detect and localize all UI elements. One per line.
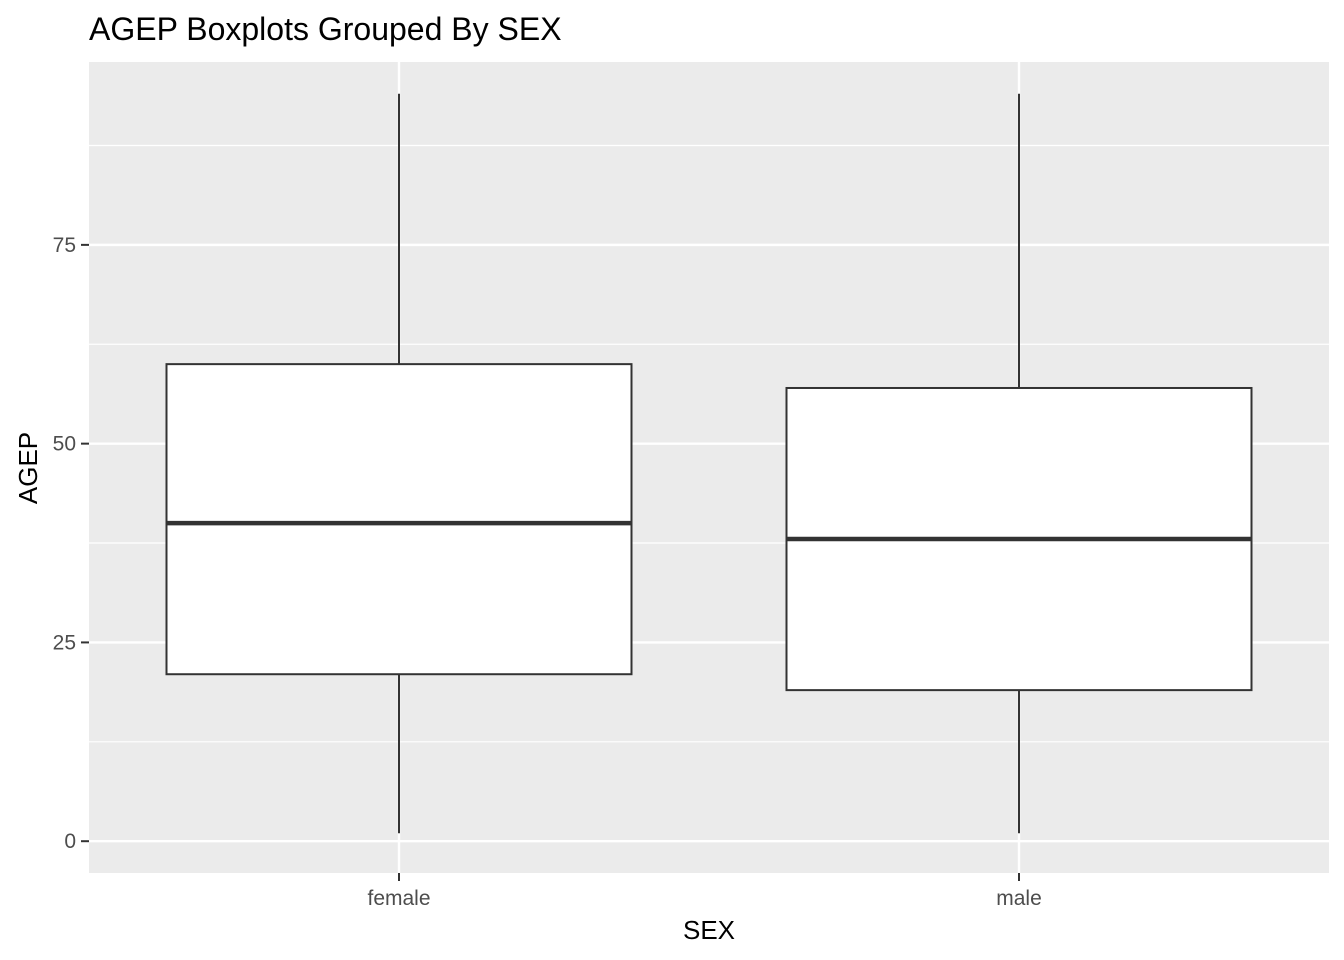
y-tick-label: 25 [53, 631, 76, 654]
x-axis-title: SEX [683, 915, 735, 945]
chart-title: AGEP Boxplots Grouped By SEX [89, 11, 562, 47]
y-axis-title: AGEP [13, 432, 43, 504]
x-tick-label: female [367, 887, 430, 910]
y-axis-ticks: 0 25 50 75 [53, 234, 89, 853]
y-tick-label: 0 [64, 830, 76, 853]
y-tick-label: 50 [53, 433, 76, 456]
y-tick-label: 75 [53, 234, 76, 257]
box-female [165, 93, 633, 834]
boxes [165, 93, 1253, 834]
box-male [785, 93, 1253, 834]
x-axis-ticks: female male [367, 873, 1042, 910]
iqr-box [165, 363, 633, 676]
x-tick-label: male [996, 887, 1042, 910]
